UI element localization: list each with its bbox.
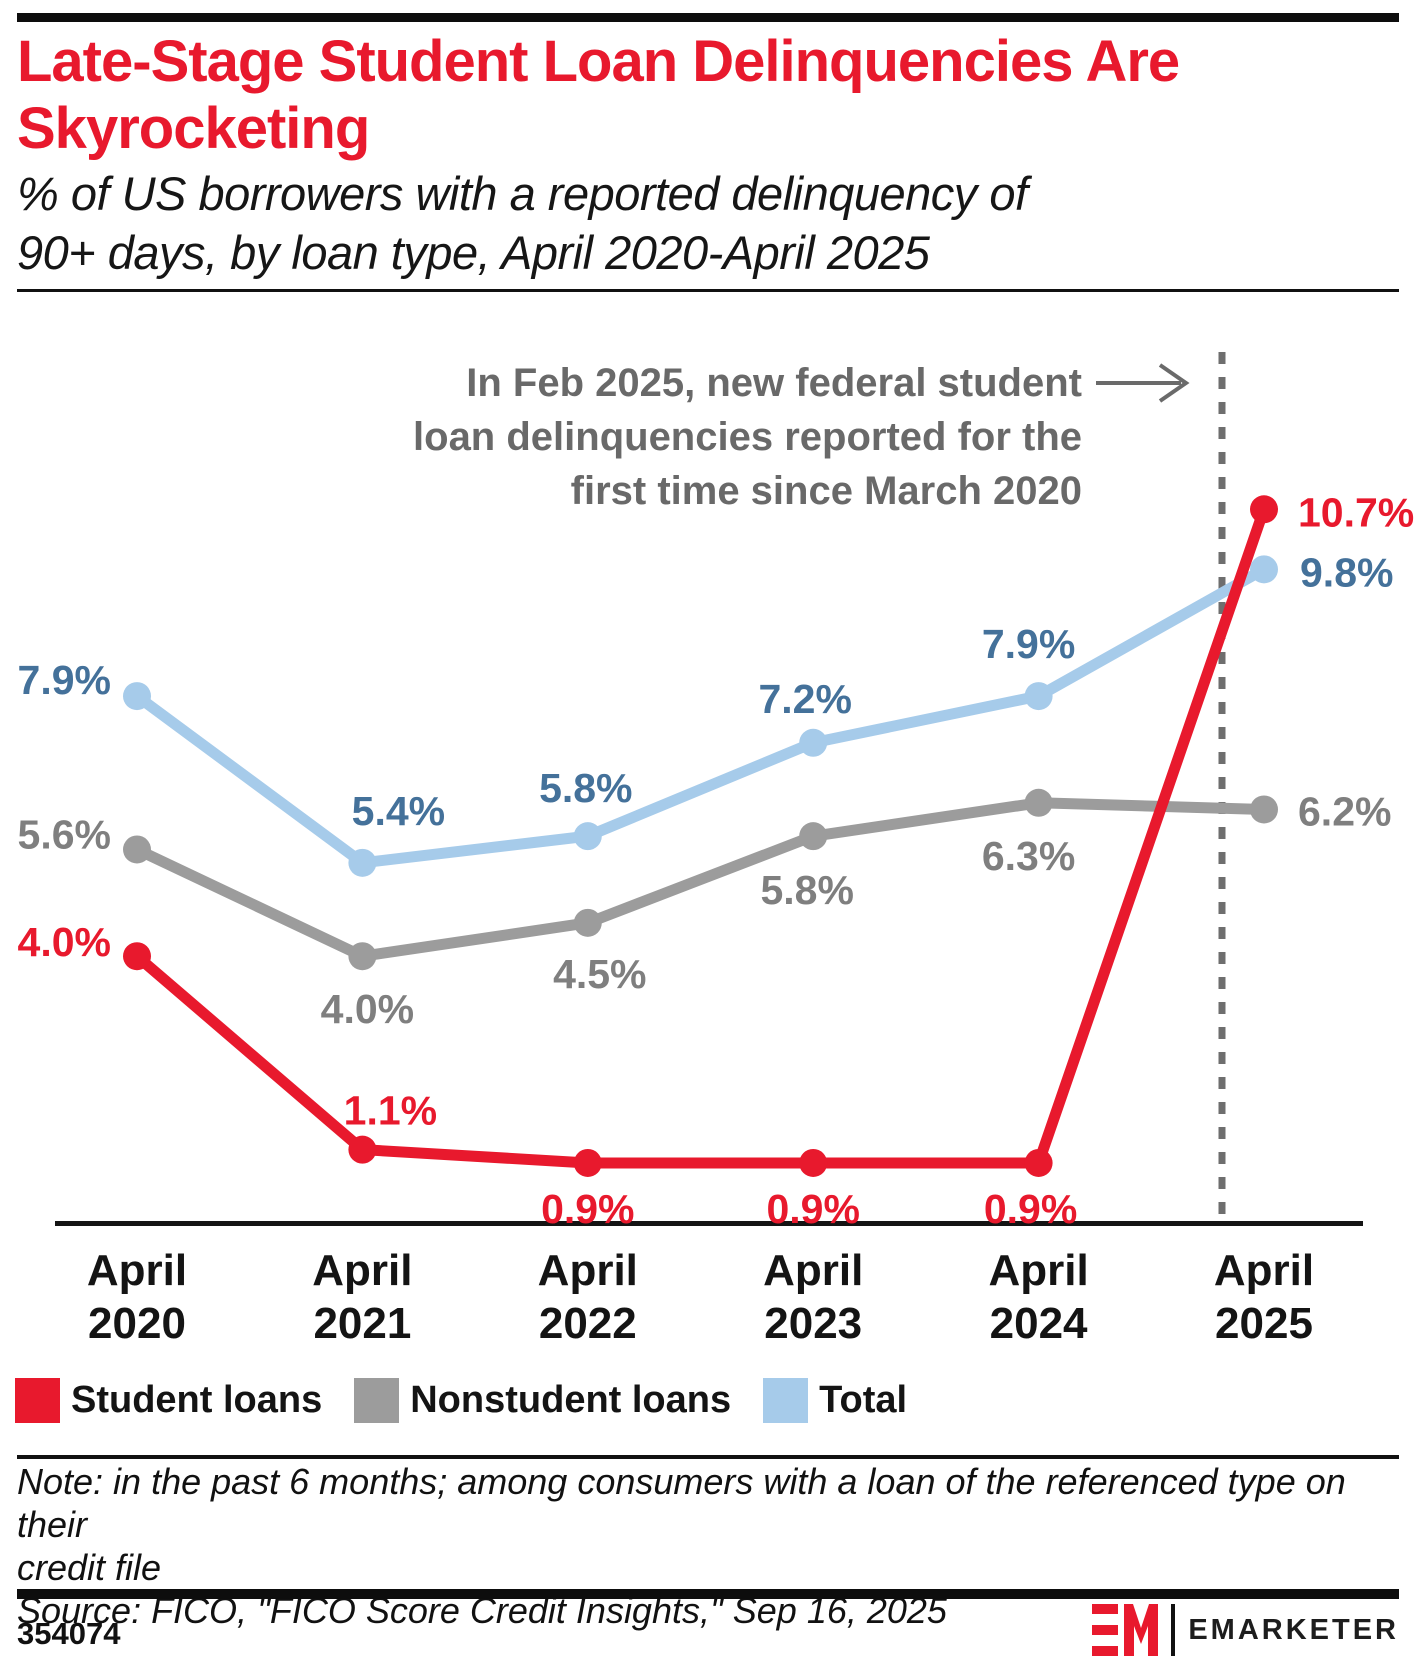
annotation-text: In Feb 2025, new federal student loan de… [413,356,1082,518]
data-point-marker [1250,555,1278,584]
page-subtitle-line1: % of US borrowers with a reported delinq… [17,167,1028,220]
data-point-marker [573,822,602,851]
em-logo-icon [1092,1604,1159,1656]
data-point-marker [573,1148,602,1177]
annotation-line2: loan delinquencies reported for the [413,415,1082,459]
legend-label-student-loans: Student loans [71,1379,323,1421]
series-nonstudent-loans: 5.6% 4.0% 4.5% 5.8% 6.3% 6.2% [18,788,1392,1032]
data-point-marker [123,835,151,864]
x-axis-label: April 2022 [538,1246,638,1348]
page-subtitle-line2: 90+ days, by loan type, April 2020-April… [17,226,930,279]
data-point-marker [573,908,602,937]
x-axis-label: April 2023 [763,1246,863,1348]
note-line2: credit file [17,1547,162,1588]
data-label: 5.8% [539,765,632,811]
note-divider [17,1455,1399,1459]
data-point-marker [1250,495,1278,524]
data-point-marker [1024,1148,1053,1177]
legend-item-nonstudent-loans: Nonstudent loans [354,1378,731,1423]
data-point-marker [799,1148,828,1177]
data-label: 7.2% [758,676,851,722]
legend-item-total: Total [763,1378,907,1423]
chart-id: 354074 [17,1616,121,1651]
data-label: 5.6% [18,811,111,857]
x-axis-label: April 2025 [1214,1246,1314,1348]
series-line [131,503,1270,1169]
data-label: 7.9% [982,621,1075,667]
top-accent-bar [17,13,1399,22]
series-line [131,797,1270,962]
brand-wordmark: EMARKETER [1188,1613,1399,1646]
data-point-marker [1024,682,1053,711]
data-label: 4.0% [321,986,414,1032]
data-label: 1.1% [344,1088,437,1134]
legend-label-total: Total [819,1379,908,1421]
data-point-marker [1024,788,1053,817]
data-label: 0.9% [984,1186,1077,1232]
data-point-marker [1250,795,1278,824]
header-divider [17,289,1399,292]
legend-item-student-loans: Student loans [15,1378,322,1423]
note-line1: Note: in the past 6 months; among consum… [17,1461,1346,1545]
emarketer-logo: EMARKETER [1092,1604,1399,1656]
data-label: 5.8% [760,867,853,913]
data-point-marker [348,1135,377,1164]
series-total: 7.9% 5.4% 5.8% 7.2% 7.9% 9.8% [18,549,1393,877]
page-title-line2: Skyrocketing [17,96,370,161]
page-title-line1: Late-Stage Student Loan Delinquencies Ar… [17,29,1180,94]
logo-divider [1171,1604,1176,1656]
annotation-line3: first time since March 2020 [570,469,1082,513]
legend-swatch-nonstudent-loans [354,1378,400,1423]
annotation-line1: In Feb 2025, new federal student [466,361,1082,405]
data-point-marker [799,822,828,851]
data-point-marker [348,942,377,971]
data-label: 4.0% [18,919,111,965]
data-point-marker [123,942,151,971]
legend-swatch-student-loans [15,1378,60,1423]
legend: Student loans Nonstudent loans Total [15,1378,907,1423]
data-point-marker [799,728,828,757]
data-label: 7.9% [18,657,111,703]
data-point-marker [348,848,377,877]
data-label: 4.5% [553,951,646,997]
data-point-marker [123,682,151,711]
bottom-accent-bar [17,1589,1399,1599]
data-label: 0.9% [766,1186,859,1232]
page-title: Late-Stage Student Loan Delinquencies Ar… [17,28,1407,162]
data-label: 6.2% [1298,788,1391,834]
x-axis-label: April 2020 [87,1246,187,1348]
data-label: 10.7% [1298,489,1414,535]
data-label: 0.9% [541,1186,634,1232]
data-label: 9.8% [1300,549,1393,595]
x-axis-line [55,1221,1363,1226]
series-line [131,563,1270,869]
data-label: 6.3% [982,833,1075,879]
x-axis-label: April 2024 [988,1246,1088,1348]
annotation-arrow-icon [1096,363,1190,403]
x-axis-label: April 2021 [312,1246,412,1348]
data-label: 5.4% [352,788,445,834]
page-subtitle: % of US borrowers with a reported delinq… [17,164,1407,282]
series-student-loans: 4.0% 1.1% 0.9% 0.9% 0.9% 10.7% [18,489,1415,1232]
legend-swatch-total [763,1378,809,1423]
legend-label-nonstudent-loans: Nonstudent loans [410,1379,732,1421]
